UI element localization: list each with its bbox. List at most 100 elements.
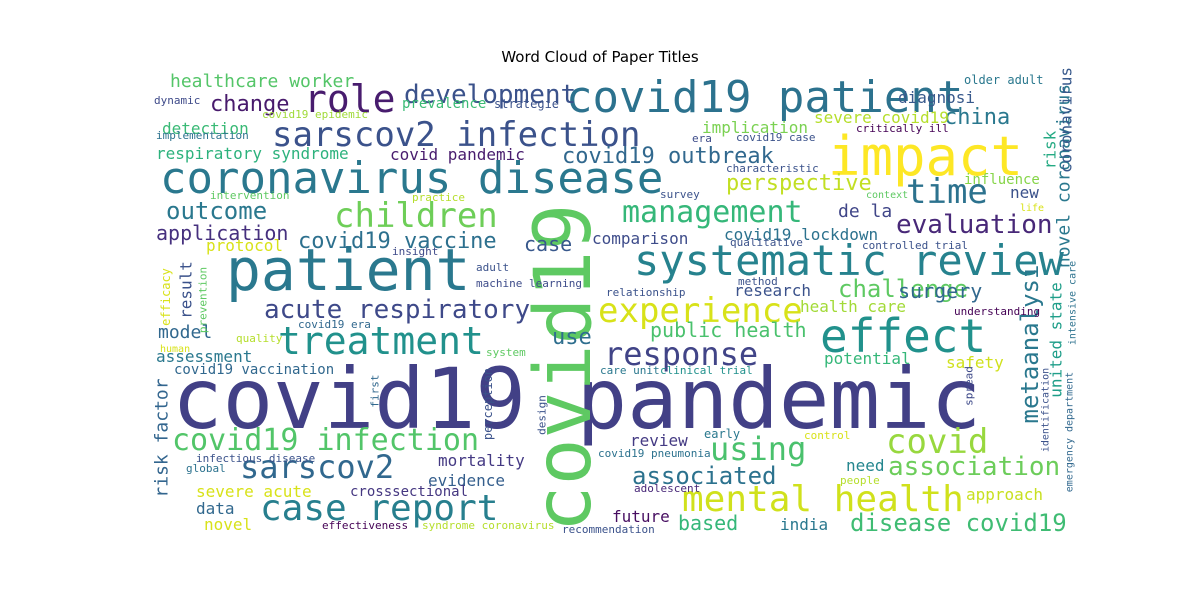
word-context: context xyxy=(866,190,908,201)
word-new: new xyxy=(1010,183,1039,202)
word-metaanalysi: metaanalysi xyxy=(1016,265,1044,424)
word-covid19-patient: covid19 patient xyxy=(566,72,963,123)
word-evidence: evidence xyxy=(428,471,505,490)
word-intensive-care: intensive care xyxy=(1068,261,1079,345)
word-severe-acute: severe acute xyxy=(196,482,312,501)
word-data: data xyxy=(196,499,235,518)
word-case-report: case report xyxy=(260,488,498,529)
word-novel: novel xyxy=(204,515,252,534)
word-infectious-disease: infectious disease xyxy=(196,452,315,465)
word-response: response xyxy=(604,335,758,373)
word-covid19-vaccine: covid19 vaccine xyxy=(298,229,497,254)
word-practice: practice xyxy=(412,191,465,204)
word-patient: patient xyxy=(226,236,470,304)
word-covid-pandemic: covid pandemic xyxy=(390,145,525,164)
word-implementation: implementation xyxy=(156,129,249,142)
word-treatment: treatment xyxy=(278,319,484,363)
word-syndrome-coronavirus: syndrome coronavirus xyxy=(422,519,554,532)
word-case: case xyxy=(524,232,572,256)
word-care-unit: care unit xyxy=(600,364,660,377)
word-strategie: strategie xyxy=(494,97,559,111)
word-china: china xyxy=(944,105,1010,130)
word-covid: covid xyxy=(886,422,988,462)
word-united-state: united state xyxy=(1047,282,1066,398)
word-use: use xyxy=(552,325,592,350)
word-healthcare-worker: healthcare worker xyxy=(170,71,354,92)
word-detection: detection xyxy=(162,119,249,138)
word-acute-respiratory: acute respiratory xyxy=(264,295,530,325)
word-result: result xyxy=(177,261,196,319)
word-respiratory-syndrome: respiratory syndrome xyxy=(156,144,349,163)
word-using: using xyxy=(710,430,806,468)
word-associated: associated xyxy=(632,462,777,490)
word-covid19-pneumonia: covid19 pneumonia xyxy=(598,447,711,460)
word-global: global xyxy=(186,462,226,475)
word-surgery: surgery xyxy=(898,279,982,303)
word-clinical-trial: clinical trial xyxy=(660,364,753,377)
word-association: association xyxy=(888,452,1060,482)
word-prevention: prevention xyxy=(197,267,210,333)
word-design: design xyxy=(536,395,549,435)
word-india: india xyxy=(780,515,828,534)
word-adult: adult xyxy=(476,261,509,274)
word-disease-covid19: disease covid19 xyxy=(850,509,1067,537)
word-covid19-lockdown: covid19 lockdown xyxy=(724,225,878,244)
word-system: system xyxy=(486,346,526,359)
word-perspective: perspective xyxy=(726,171,872,196)
word-crosssectional: crosssectional xyxy=(350,484,468,500)
word-mental-health: mental health xyxy=(682,479,964,520)
word-research: research xyxy=(734,281,811,300)
word-sarscov2: sarscov2 xyxy=(240,448,394,486)
word-impact: impact xyxy=(828,125,1023,188)
word-people: people xyxy=(840,474,880,487)
word-first: first xyxy=(369,374,382,407)
word-approach: approach xyxy=(966,485,1043,504)
word-effect: effect xyxy=(820,309,986,363)
word-model: model xyxy=(158,322,212,343)
word-covid19-pandemic: covid19 pandemic xyxy=(172,350,981,448)
word-based: based xyxy=(678,511,738,535)
word-challenge: challenge xyxy=(838,275,968,303)
word-control: control xyxy=(804,429,850,442)
word-time: time xyxy=(906,172,988,212)
word-critically-ill: critically ill xyxy=(856,122,949,135)
word-influence: influence xyxy=(964,172,1040,188)
word-effectiveness: effectiveness xyxy=(322,519,408,532)
word-emergency-department: emergency department xyxy=(1065,372,1076,492)
word-covid19-infection: covid19 infection xyxy=(172,423,479,458)
word-diagnosi: diagnosi xyxy=(898,88,975,107)
word-experience: experience xyxy=(598,291,803,331)
word-prevalence: prevalence xyxy=(402,96,486,112)
word-covid19-vaccination: covid19 vaccination xyxy=(174,362,334,378)
word-children: children xyxy=(334,196,498,236)
word-perception: perception xyxy=(481,368,495,440)
word-characteristic: characteristic xyxy=(726,162,819,175)
word-public-health: public health xyxy=(650,318,807,342)
word-outcome: outcome xyxy=(166,197,267,225)
word-protocol: protocol xyxy=(206,236,283,255)
word-covid19: covid19 xyxy=(519,204,609,533)
word-severe-covid19: severe covid19 xyxy=(814,108,949,127)
word-qualitative: qualitative xyxy=(730,236,803,249)
word-risk: risk xyxy=(1041,130,1060,169)
word-assessment: assessment xyxy=(156,347,252,366)
word-era: era xyxy=(692,132,712,145)
word-safety: safety xyxy=(946,353,1004,372)
word-early: early xyxy=(704,427,740,441)
word-covid19-case: covid19 case xyxy=(736,131,815,144)
word-risk-factor: risk factor xyxy=(152,378,173,497)
word-identification: identification xyxy=(1041,368,1052,452)
word-de-la: de la xyxy=(838,201,892,222)
word-life: life xyxy=(1020,203,1044,214)
word-systematic-review: systematic review xyxy=(634,236,1065,285)
chart-title: Word Cloud of Paper Titles xyxy=(501,48,699,66)
word-covid19-outbreak: covid19 outbreak xyxy=(562,144,774,169)
word-potential: potential xyxy=(824,349,911,368)
word-dynamic: dynamic xyxy=(154,94,200,107)
word-novel-coronavirus: novel coronavirus xyxy=(1054,84,1075,268)
word-role: role xyxy=(304,77,396,121)
word-covid19-era: covid19 era xyxy=(298,318,371,331)
word-development: development xyxy=(404,80,576,110)
word-understanding: understanding xyxy=(954,305,1040,318)
